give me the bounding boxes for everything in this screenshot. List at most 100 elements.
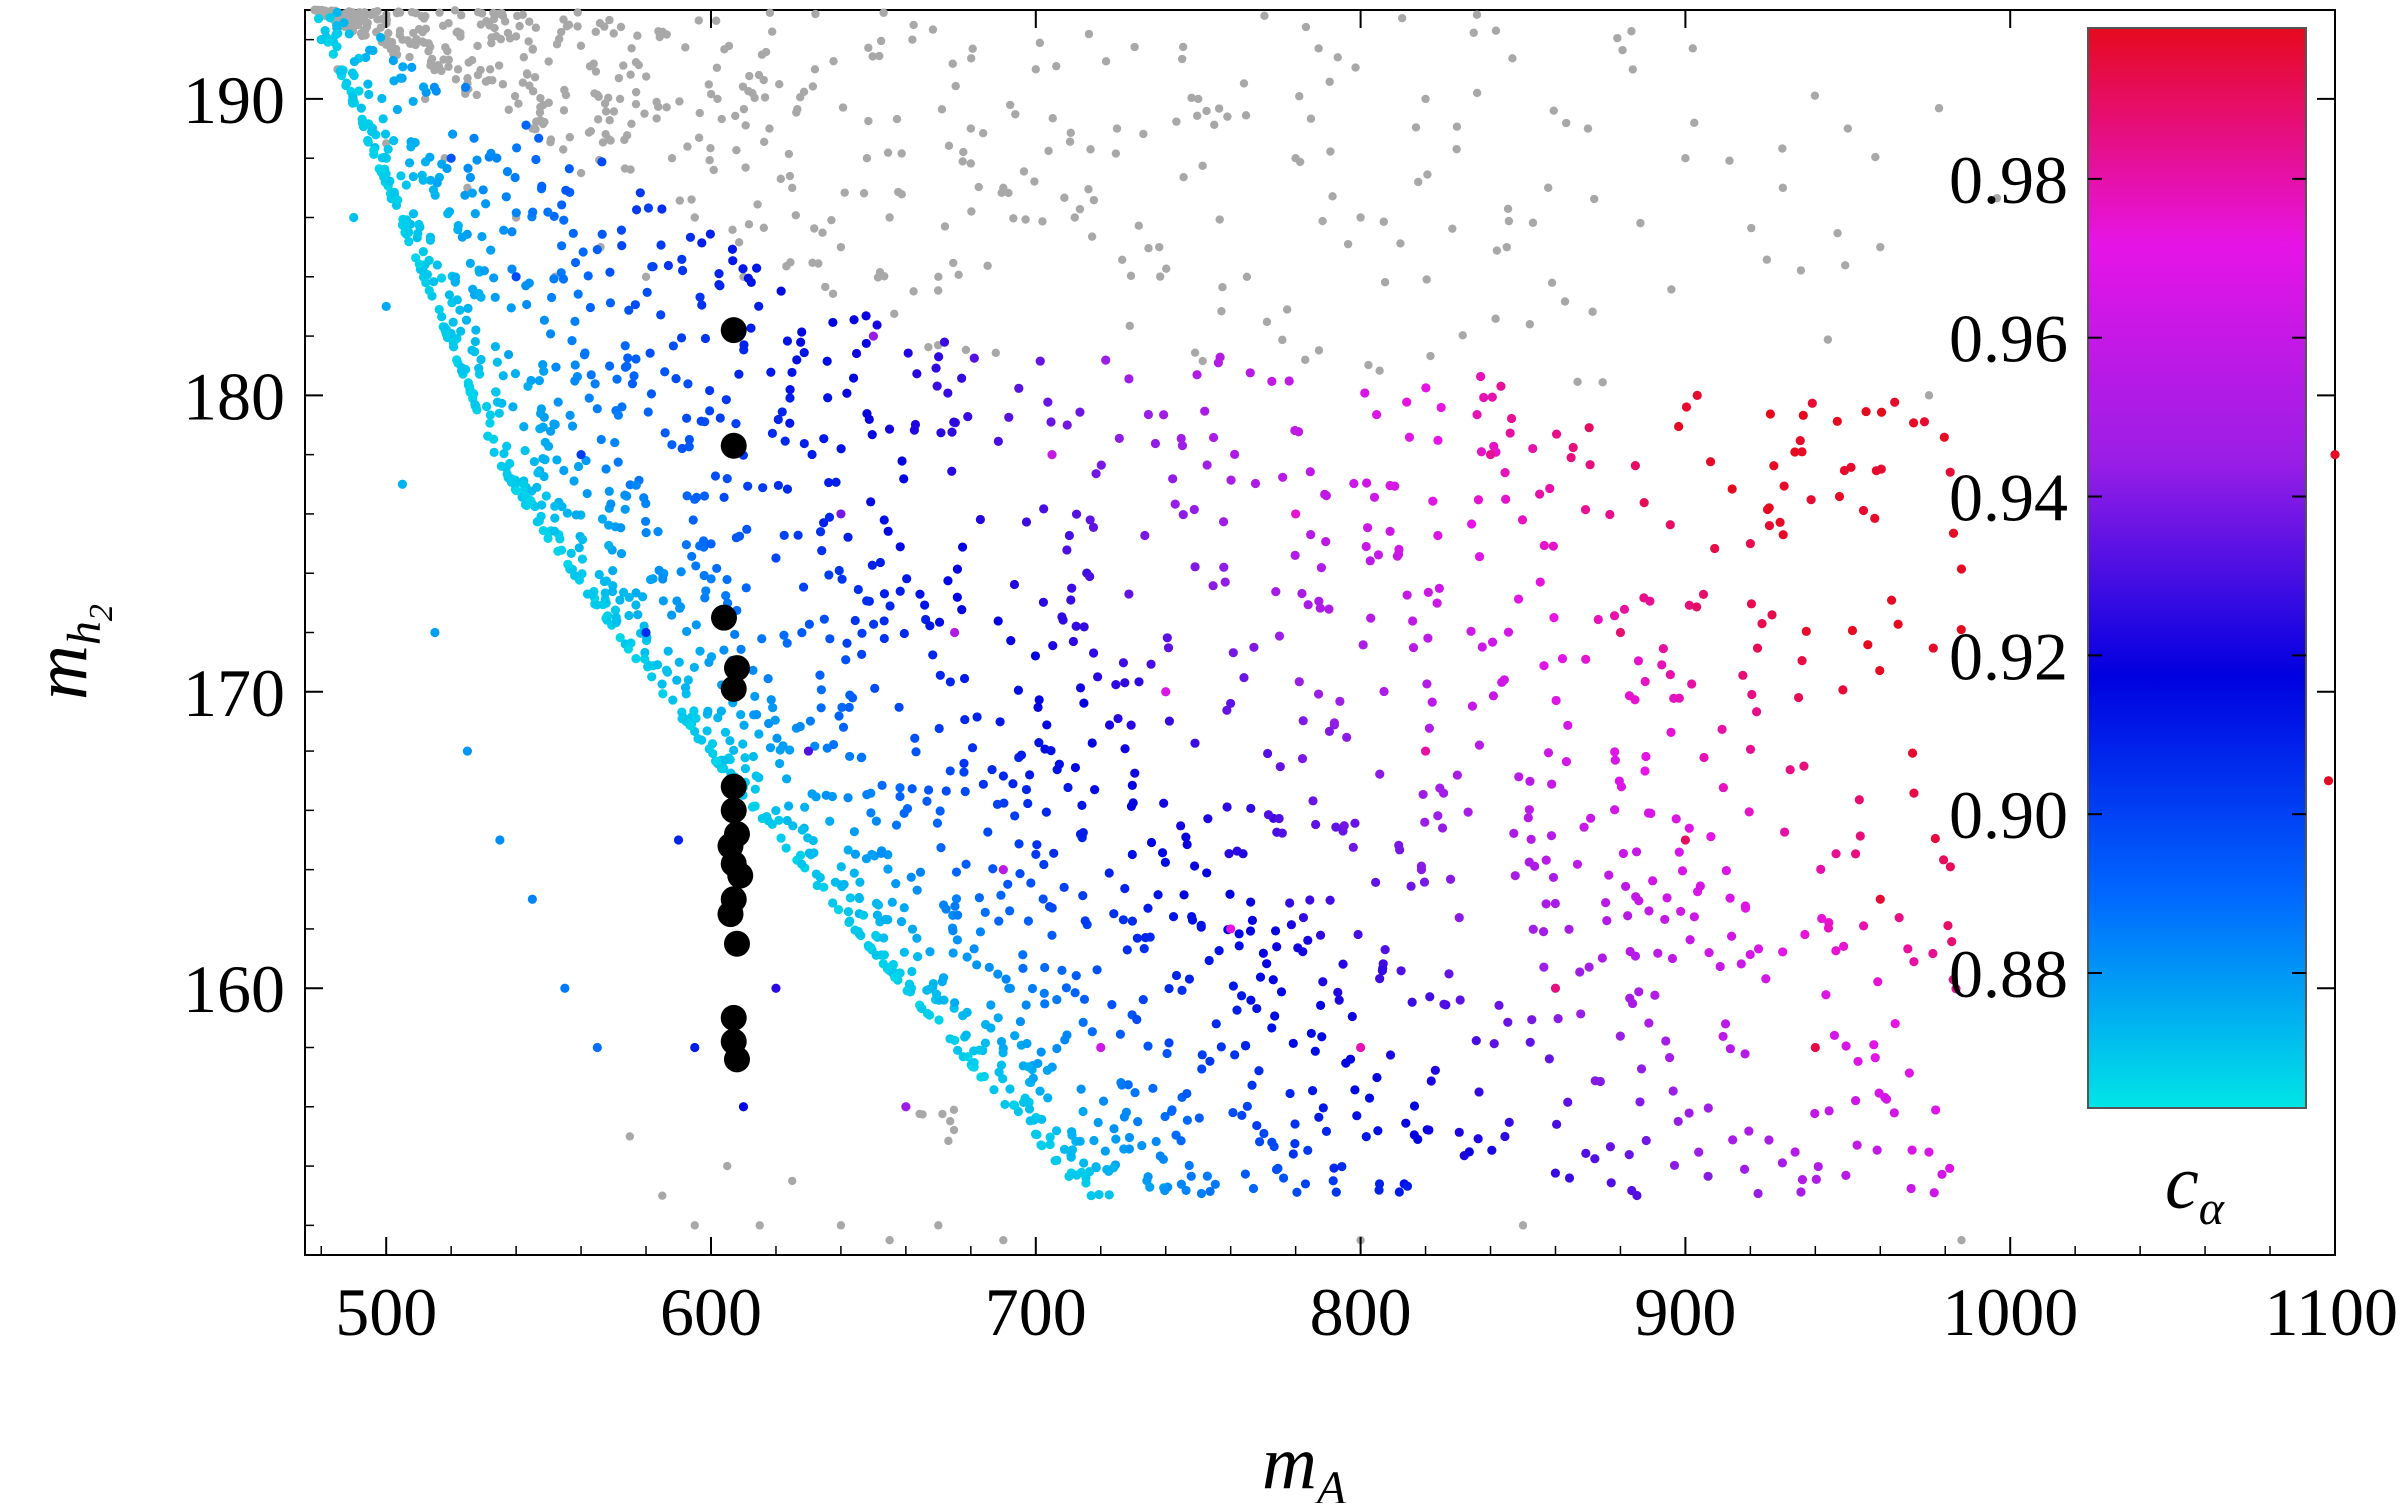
excluded-point — [1992, 193, 2002, 203]
allowed-point — [1506, 413, 1517, 424]
allowed-point — [658, 596, 668, 606]
allowed-point — [1124, 589, 1134, 599]
allowed-point — [1197, 1064, 1207, 1074]
allowed-point — [1003, 879, 1013, 889]
allowed-point — [332, 20, 342, 31]
excluded-point — [983, 261, 992, 270]
excluded-point — [885, 213, 894, 222]
allowed-point — [503, 349, 514, 360]
allowed-point — [465, 387, 475, 397]
allowed-point — [1046, 417, 1056, 427]
excluded-point — [775, 80, 784, 89]
excluded-point — [531, 23, 541, 32]
excluded-point — [366, 10, 376, 20]
allowed-point — [960, 786, 970, 797]
allowed-point — [1669, 1160, 1680, 1171]
allowed-point — [1101, 355, 1111, 365]
excluded-point — [1326, 147, 1335, 156]
excluded-point — [496, 34, 506, 44]
allowed-point — [1298, 716, 1308, 726]
excluded-point — [1112, 124, 1122, 133]
allowed-point — [1113, 713, 1123, 724]
allowed-point — [1356, 1042, 1366, 1053]
allowed-point — [1797, 1175, 1808, 1185]
allowed-point — [952, 910, 963, 920]
allowed-point — [915, 867, 926, 877]
allowed-point — [1315, 1000, 1326, 1010]
excluded-point — [885, 1235, 894, 1245]
excluded-point — [497, 10, 506, 19]
allowed-point — [522, 299, 532, 310]
allowed-point — [1100, 1146, 1110, 1156]
allowed-point — [1298, 947, 1308, 957]
excluded-point — [1508, 54, 1517, 63]
allowed-point — [641, 516, 651, 527]
allowed-point — [1640, 676, 1650, 687]
allowed-point — [1259, 1128, 1269, 1139]
allowed-point — [510, 172, 520, 183]
allowed-point — [739, 340, 749, 350]
allowed-point — [1005, 906, 1015, 916]
allowed-point — [1032, 840, 1042, 850]
allowed-point — [1372, 409, 1382, 420]
allowed-point — [1219, 562, 1229, 572]
allowed-point — [699, 491, 710, 501]
allowed-point — [492, 357, 502, 367]
allowed-point — [1252, 1120, 1262, 1131]
allowed-point — [1810, 1042, 1820, 1053]
allowed-point — [1605, 509, 1615, 520]
allowed-point — [396, 171, 406, 181]
allowed-point — [828, 317, 838, 328]
allowed-point — [363, 79, 373, 89]
excluded-point — [753, 200, 762, 209]
allowed-point — [527, 894, 537, 904]
excluded-point — [864, 43, 873, 53]
excluded-point — [675, 196, 685, 205]
allowed-point — [771, 983, 781, 993]
allowed-point — [490, 292, 500, 302]
allowed-point — [376, 32, 386, 43]
excluded-point — [1636, 218, 1645, 228]
allowed-point — [1066, 1150, 1076, 1160]
allowed-point — [605, 361, 615, 371]
allowed-point — [1665, 670, 1675, 680]
allowed-point — [1138, 994, 1148, 1005]
allowed-point — [822, 743, 832, 753]
excluded-point — [1242, 272, 1252, 281]
allowed-point — [1329, 718, 1339, 728]
allowed-point — [496, 461, 507, 471]
allowed-point — [364, 89, 374, 100]
allowed-point — [1633, 656, 1644, 666]
allowed-point — [1321, 537, 1331, 547]
allowed-point — [1703, 1171, 1713, 1181]
allowed-point — [1503, 627, 1514, 637]
excluded-point — [948, 59, 957, 68]
allowed-point — [1420, 817, 1430, 827]
excluded-point — [652, 114, 661, 123]
allowed-point — [1278, 472, 1288, 482]
allowed-point — [1018, 950, 1028, 960]
allowed-point — [945, 677, 955, 687]
allowed-point — [1315, 930, 1326, 940]
excluded-point — [1217, 307, 1226, 316]
excluded-point — [1314, 44, 1323, 53]
allowed-point — [1034, 738, 1044, 748]
excluded-point — [641, 72, 651, 81]
allowed-point — [418, 266, 428, 277]
allowed-point — [467, 188, 477, 198]
allowed-point — [1333, 987, 1343, 997]
allowed-point — [1779, 827, 1790, 837]
allowed-point — [746, 323, 756, 333]
allowed-point — [1079, 1158, 1089, 1168]
allowed-point — [523, 381, 533, 392]
allowed-point — [1249, 642, 1259, 652]
allowed-point — [1307, 1086, 1318, 1096]
allowed-point — [816, 685, 826, 695]
excluded-point — [451, 75, 461, 84]
allowed-point — [1937, 1169, 1947, 1179]
excluded-point — [946, 1117, 955, 1126]
allowed-point — [1476, 371, 1486, 382]
y-tick-label: 190 — [183, 62, 285, 138]
excluded-point — [1144, 244, 1153, 253]
allowed-point — [854, 893, 865, 904]
